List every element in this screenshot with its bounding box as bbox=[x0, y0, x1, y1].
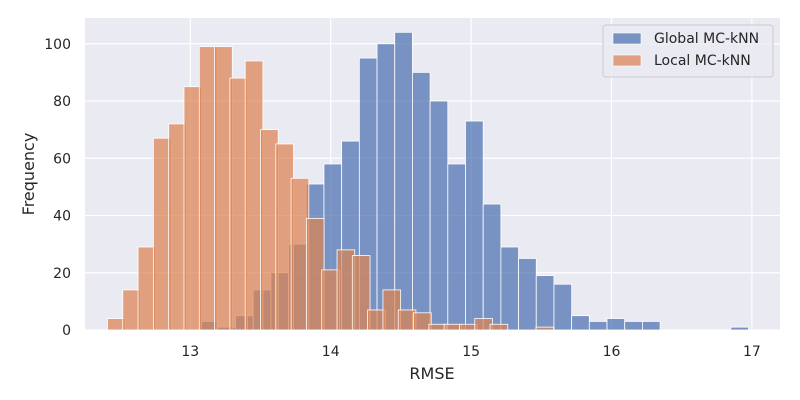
y-tick-label: 60 bbox=[53, 151, 71, 167]
y-axis-ticks: 0 20 40 60 80 100 bbox=[44, 37, 71, 339]
x-tick-label: 13 bbox=[181, 344, 199, 360]
global-bar bbox=[500, 246, 519, 331]
legend-box bbox=[602, 24, 774, 78]
y-tick-label: 40 bbox=[53, 209, 71, 225]
y-axis-label: Frequency bbox=[19, 133, 38, 216]
x-axis-ticks: 13 14 15 16 17 bbox=[181, 344, 760, 360]
y-tick-label: 100 bbox=[44, 37, 71, 53]
global-bar bbox=[606, 318, 626, 331]
global-bar bbox=[571, 315, 590, 331]
x-tick-label: 15 bbox=[462, 344, 480, 360]
y-tick-label: 80 bbox=[53, 94, 71, 110]
global-bar bbox=[518, 258, 537, 331]
global-bar bbox=[412, 71, 431, 331]
x-tick-label: 17 bbox=[743, 344, 761, 360]
global-bar bbox=[535, 275, 555, 331]
x-tick-label: 16 bbox=[603, 344, 621, 360]
legend-swatch-global bbox=[612, 32, 642, 45]
local-bar bbox=[489, 323, 509, 331]
y-tick-label: 20 bbox=[53, 266, 71, 282]
series-local-bars bbox=[107, 46, 555, 331]
global-bar bbox=[465, 120, 484, 331]
x-axis-label: RMSE bbox=[409, 364, 454, 383]
local-bar bbox=[351, 255, 371, 331]
global-bar bbox=[429, 100, 449, 331]
legend-label-local: Local MC-kNN bbox=[654, 53, 751, 69]
local-bar bbox=[535, 326, 555, 331]
legend: Global MC-kNN Local MC-kNN bbox=[602, 24, 774, 78]
local-bar bbox=[413, 312, 432, 331]
global-bar bbox=[588, 321, 608, 331]
global-bar bbox=[482, 203, 502, 331]
y-tick-label: 0 bbox=[62, 323, 71, 339]
global-bar bbox=[642, 321, 661, 331]
global-bar bbox=[394, 31, 413, 331]
global-bar bbox=[553, 283, 573, 331]
global-bar bbox=[447, 163, 466, 331]
legend-label-global: Global MC-kNN bbox=[654, 31, 759, 47]
global-bar bbox=[624, 321, 643, 331]
legend-swatch-local bbox=[612, 54, 642, 67]
x-tick-label: 14 bbox=[322, 344, 340, 360]
global-bar bbox=[730, 326, 749, 331]
global-bar bbox=[376, 43, 396, 331]
